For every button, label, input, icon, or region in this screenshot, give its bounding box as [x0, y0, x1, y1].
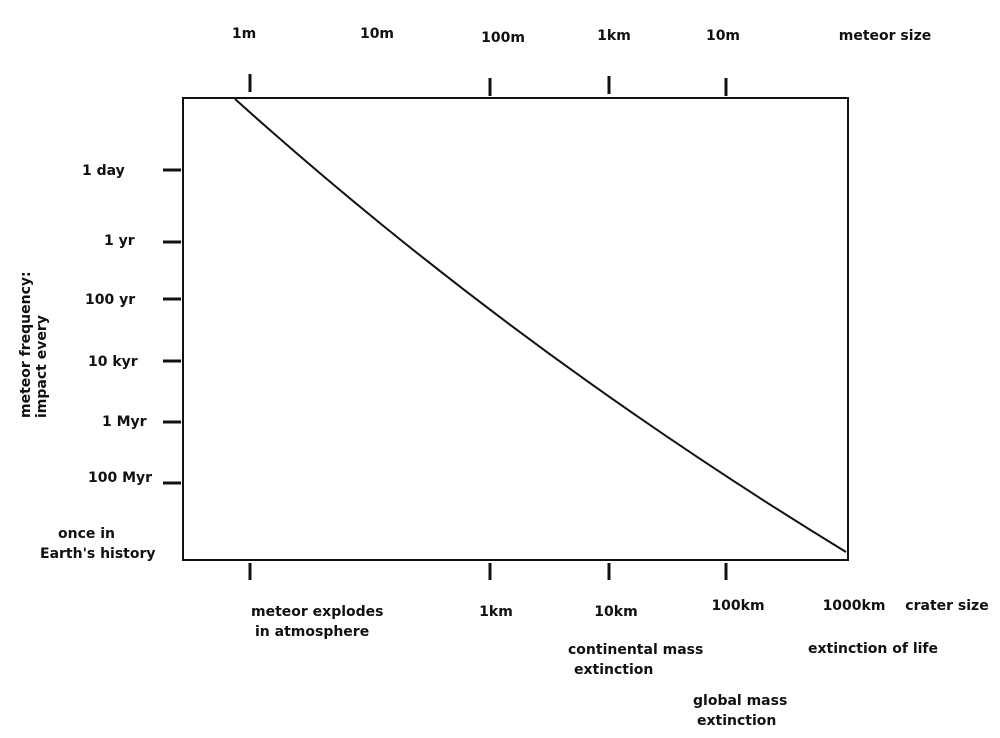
left-tick-label: 10 kyr [88, 354, 138, 370]
left-axis-title-line2: impact every [34, 315, 50, 418]
top-tick-label: 1m [232, 26, 256, 42]
bottom-tick-label: 1km [479, 604, 513, 620]
annotation-meteor-explodes-line1: meteor explodes [251, 604, 383, 620]
annotation-meteor-explodes-line2: in atmosphere [255, 624, 369, 640]
bottom-axis-title: crater size [905, 598, 988, 614]
annotation-extinction-of-life: extinction of life [808, 641, 938, 657]
annotation-global-line1: global mass [693, 693, 787, 709]
left-tick-label: 1 yr [104, 233, 135, 249]
left-axis-title-line1: meteor frequency: [18, 271, 34, 418]
annotation-continental-line1: continental mass [568, 642, 703, 658]
bottom-tick-label: 10km [594, 604, 637, 620]
top-axis-title: meteor size [839, 28, 931, 44]
frequency-curve [234, 98, 847, 553]
top-tick-label: 10m [360, 26, 394, 42]
top-tick-label: 100m [481, 30, 525, 46]
bottom-tick-label: 100km [711, 598, 764, 614]
left-bottom-label-line1: once in [58, 526, 115, 542]
bottom-tick-label: 1000km [823, 598, 886, 614]
left-tick-label: 100 yr [85, 292, 135, 308]
left-bottom-label-line2: Earth's history [40, 546, 156, 562]
annotation-continental-line2: extinction [574, 662, 653, 678]
left-tick-label: 1 Myr [102, 414, 147, 430]
top-tick-label: 10m [706, 28, 740, 44]
plot-frame [182, 97, 849, 561]
annotation-global-line2: extinction [697, 713, 776, 729]
left-tick-label: 100 Myr [88, 470, 152, 486]
left-tick-label: 1 day [82, 163, 125, 179]
top-tick-label: 1km [597, 28, 631, 44]
